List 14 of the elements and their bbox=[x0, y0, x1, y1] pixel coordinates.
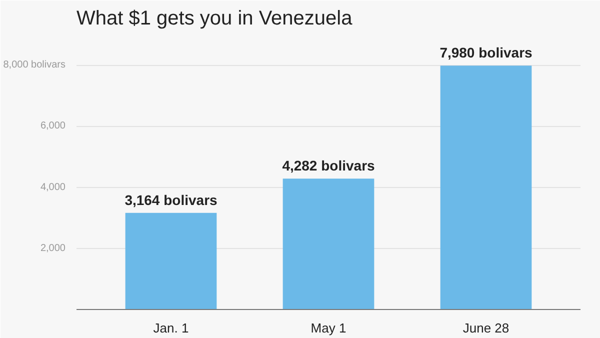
bar bbox=[125, 212, 217, 310]
y-tick-label: 8,000 bolivars bbox=[3, 60, 66, 71]
data-label: 7,980 bolivars bbox=[440, 44, 533, 61]
data-label: 3,164 bolivars bbox=[124, 192, 218, 208]
x-tick-label: Jan. 1 bbox=[153, 320, 189, 336]
x-tick-label: June 28 bbox=[462, 320, 510, 336]
x-tick-label: May 1 bbox=[310, 320, 346, 336]
y-tick-label: 2,000 bbox=[40, 242, 66, 254]
chart-title: What $1 gets you in Venezuela bbox=[76, 8, 354, 30]
bar bbox=[440, 66, 532, 310]
y-tick-label: 6,000 bbox=[40, 120, 66, 132]
data-label: 4,282 bolivars bbox=[282, 158, 376, 174]
bar bbox=[282, 178, 374, 310]
y-tick-label: 4,000 bbox=[40, 182, 66, 193]
